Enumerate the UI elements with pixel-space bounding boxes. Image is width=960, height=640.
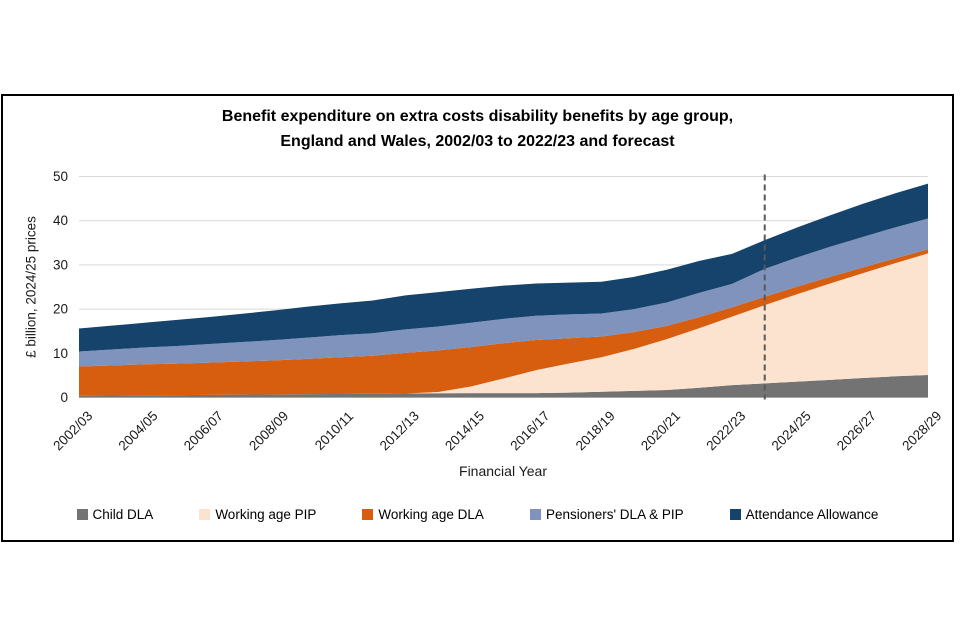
legend-label-working-age-pip: Working age PIP [215, 507, 317, 522]
legend-label-pensioners-dla-pip: Pensioners' DLA & PIP [545, 507, 684, 522]
legend-label-attendance-allowance: Attendance Allowance [745, 507, 879, 522]
x-tick-label-2008-09: 2008/09 [246, 408, 291, 453]
legend-swatch-working-age-dla [362, 509, 374, 520]
area-band-pensioners-dla-pip [79, 218, 928, 367]
legend-label-working-age-dla: Working age DLA [378, 507, 484, 522]
y-tick-label-50: 50 [53, 169, 68, 184]
legend-label-child-dla: Child DLA [92, 507, 154, 522]
legend-swatch-child-dla [76, 509, 88, 520]
legend-item-attendance-allowance: Attendance Allowance [729, 507, 879, 522]
legend-item-child-dla: Child DLA [76, 507, 154, 522]
x-axis-title: Financial Year [459, 463, 547, 479]
legend: Child DLA Working age PIP Working age DL… [1, 507, 954, 522]
x-tick-label-2014-15: 2014/15 [442, 408, 487, 453]
chart-title-line-1: Benefit expenditure on extra costs disab… [221, 108, 734, 125]
x-tick-label-2002-03: 2002/03 [50, 408, 95, 453]
legend-item-working-age-dla: Working age DLA [362, 507, 484, 522]
y-axis-title: £ billion, 2024/25 prices [23, 216, 39, 358]
area-band-working-age-dla [79, 249, 928, 396]
y-tick-label-0: 0 [60, 390, 68, 405]
legend-item-working-age-pip: Working age PIP [199, 507, 316, 522]
x-tick-label-2028-29: 2028/29 [899, 408, 944, 453]
area-band-working-age-pip [79, 253, 928, 396]
legend-swatch-working-age-pip [199, 509, 211, 520]
x-tick-label-2024-25: 2024/25 [769, 408, 814, 453]
x-tick-label-2004-05: 2004/05 [116, 408, 161, 453]
y-tick-label-20: 20 [53, 302, 68, 317]
x-tick-label-2010-11: 2010/11 [312, 409, 356, 453]
y-tick-label-10: 10 [53, 346, 68, 361]
chart-title-line-2: England and Wales, 2002/03 to 2022/23 an… [280, 133, 675, 150]
legend-swatch-attendance-allowance [729, 509, 741, 520]
x-tick-label-2020-21: 2020/21 [638, 408, 683, 453]
x-tick-label-2012-13: 2012/13 [377, 408, 422, 453]
x-tick-label-2026-27: 2026/27 [834, 408, 879, 453]
x-tick-label-2022-23: 2022/23 [703, 408, 748, 453]
x-tick-label-2006-07: 2006/07 [181, 408, 226, 453]
legend-item-pensioners-dla-pip: Pensioners' DLA & PIP [529, 507, 684, 522]
chart-title: Benefit expenditure on extra costs disab… [1, 104, 954, 154]
x-tick-label-2016-17: 2016/17 [507, 408, 552, 453]
legend-swatch-pensioners-dla-pip [529, 509, 541, 520]
x-tick-label-2018-19: 2018/19 [573, 408, 618, 453]
area-band-attendance-allowance [79, 183, 928, 352]
area-band-child-dla [79, 374, 928, 398]
y-tick-label-40: 40 [53, 213, 68, 228]
y-tick-label-30: 30 [53, 257, 68, 272]
